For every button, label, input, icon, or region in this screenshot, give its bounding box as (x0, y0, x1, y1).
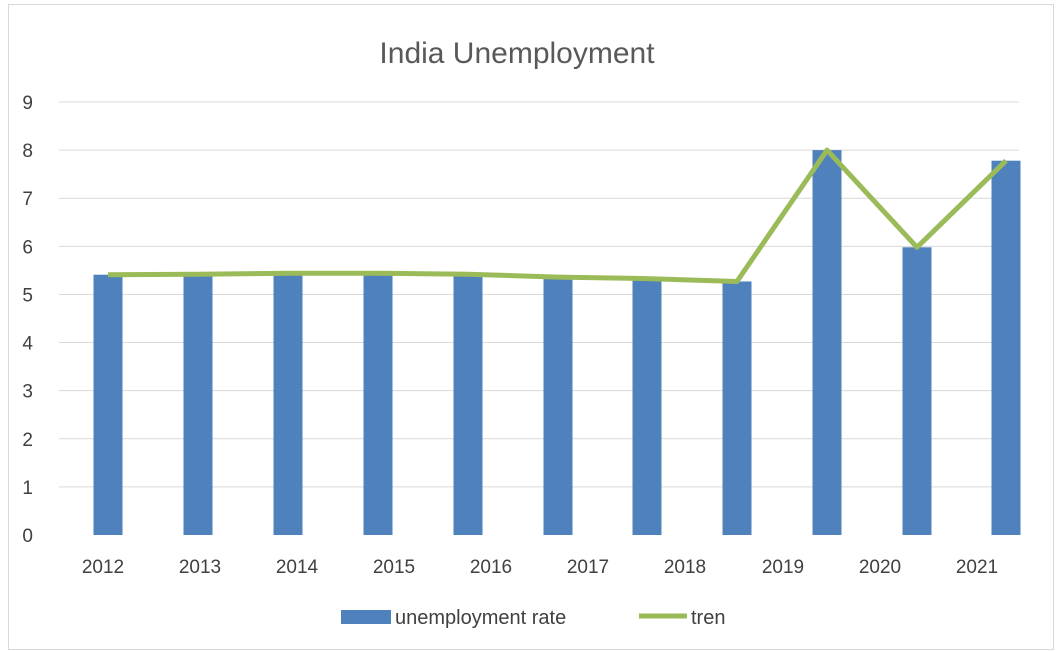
chart-title: India Unemployment (379, 37, 655, 70)
line-layer (107, 147, 1008, 284)
y-tick-label: 1 (22, 478, 33, 499)
bar (93, 274, 123, 535)
legend-label-bar: unemployment rate (395, 607, 566, 629)
y-tick-label: 7 (22, 189, 33, 210)
y-tick-label: 0 (22, 526, 33, 547)
trend-line (107, 147, 1008, 284)
grid-layer (59, 101, 1019, 488)
x-tick-label: 2018 (664, 557, 706, 578)
x-tick-label: 2017 (567, 557, 609, 578)
bar (722, 281, 752, 535)
x-tick-label: 2016 (470, 557, 512, 578)
x-tick-label: 2019 (762, 557, 804, 578)
bar (991, 160, 1021, 535)
x-tick-label: 2015 (373, 557, 415, 578)
y-tick-label: 8 (22, 141, 33, 162)
bar (812, 150, 842, 535)
x-tick-label: 2013 (179, 557, 221, 578)
x-tick-label: 2021 (956, 557, 998, 578)
bar (902, 247, 932, 535)
legend-label-line: tren (691, 607, 725, 629)
y-tick-label: 3 (22, 382, 33, 403)
bar-layer (93, 150, 1021, 535)
bar (363, 273, 393, 535)
bar (273, 273, 303, 535)
bar (183, 274, 213, 535)
y-tick-label: 9 (22, 93, 33, 114)
y-tick-label: 5 (22, 285, 33, 306)
y-tick-label: 4 (22, 334, 33, 355)
y-axis-ticks: 0 1 2 3 4 5 6 7 8 9 (22, 93, 33, 547)
bar (543, 277, 573, 535)
legend: unemployment rate tren (341, 607, 725, 629)
x-tick-label: 2020 (859, 557, 901, 578)
legend-swatch-bar (341, 610, 391, 624)
y-tick-label: 2 (22, 430, 33, 451)
bar (632, 278, 662, 535)
x-tick-label: 2014 (276, 557, 319, 578)
y-tick-label: 6 (22, 237, 33, 258)
x-axis-ticks: 2012 2013 2014 2015 2016 2017 2018 2019 2020 2021 (82, 557, 998, 578)
bar (453, 274, 483, 535)
x-tick-label: 2012 (82, 557, 124, 578)
